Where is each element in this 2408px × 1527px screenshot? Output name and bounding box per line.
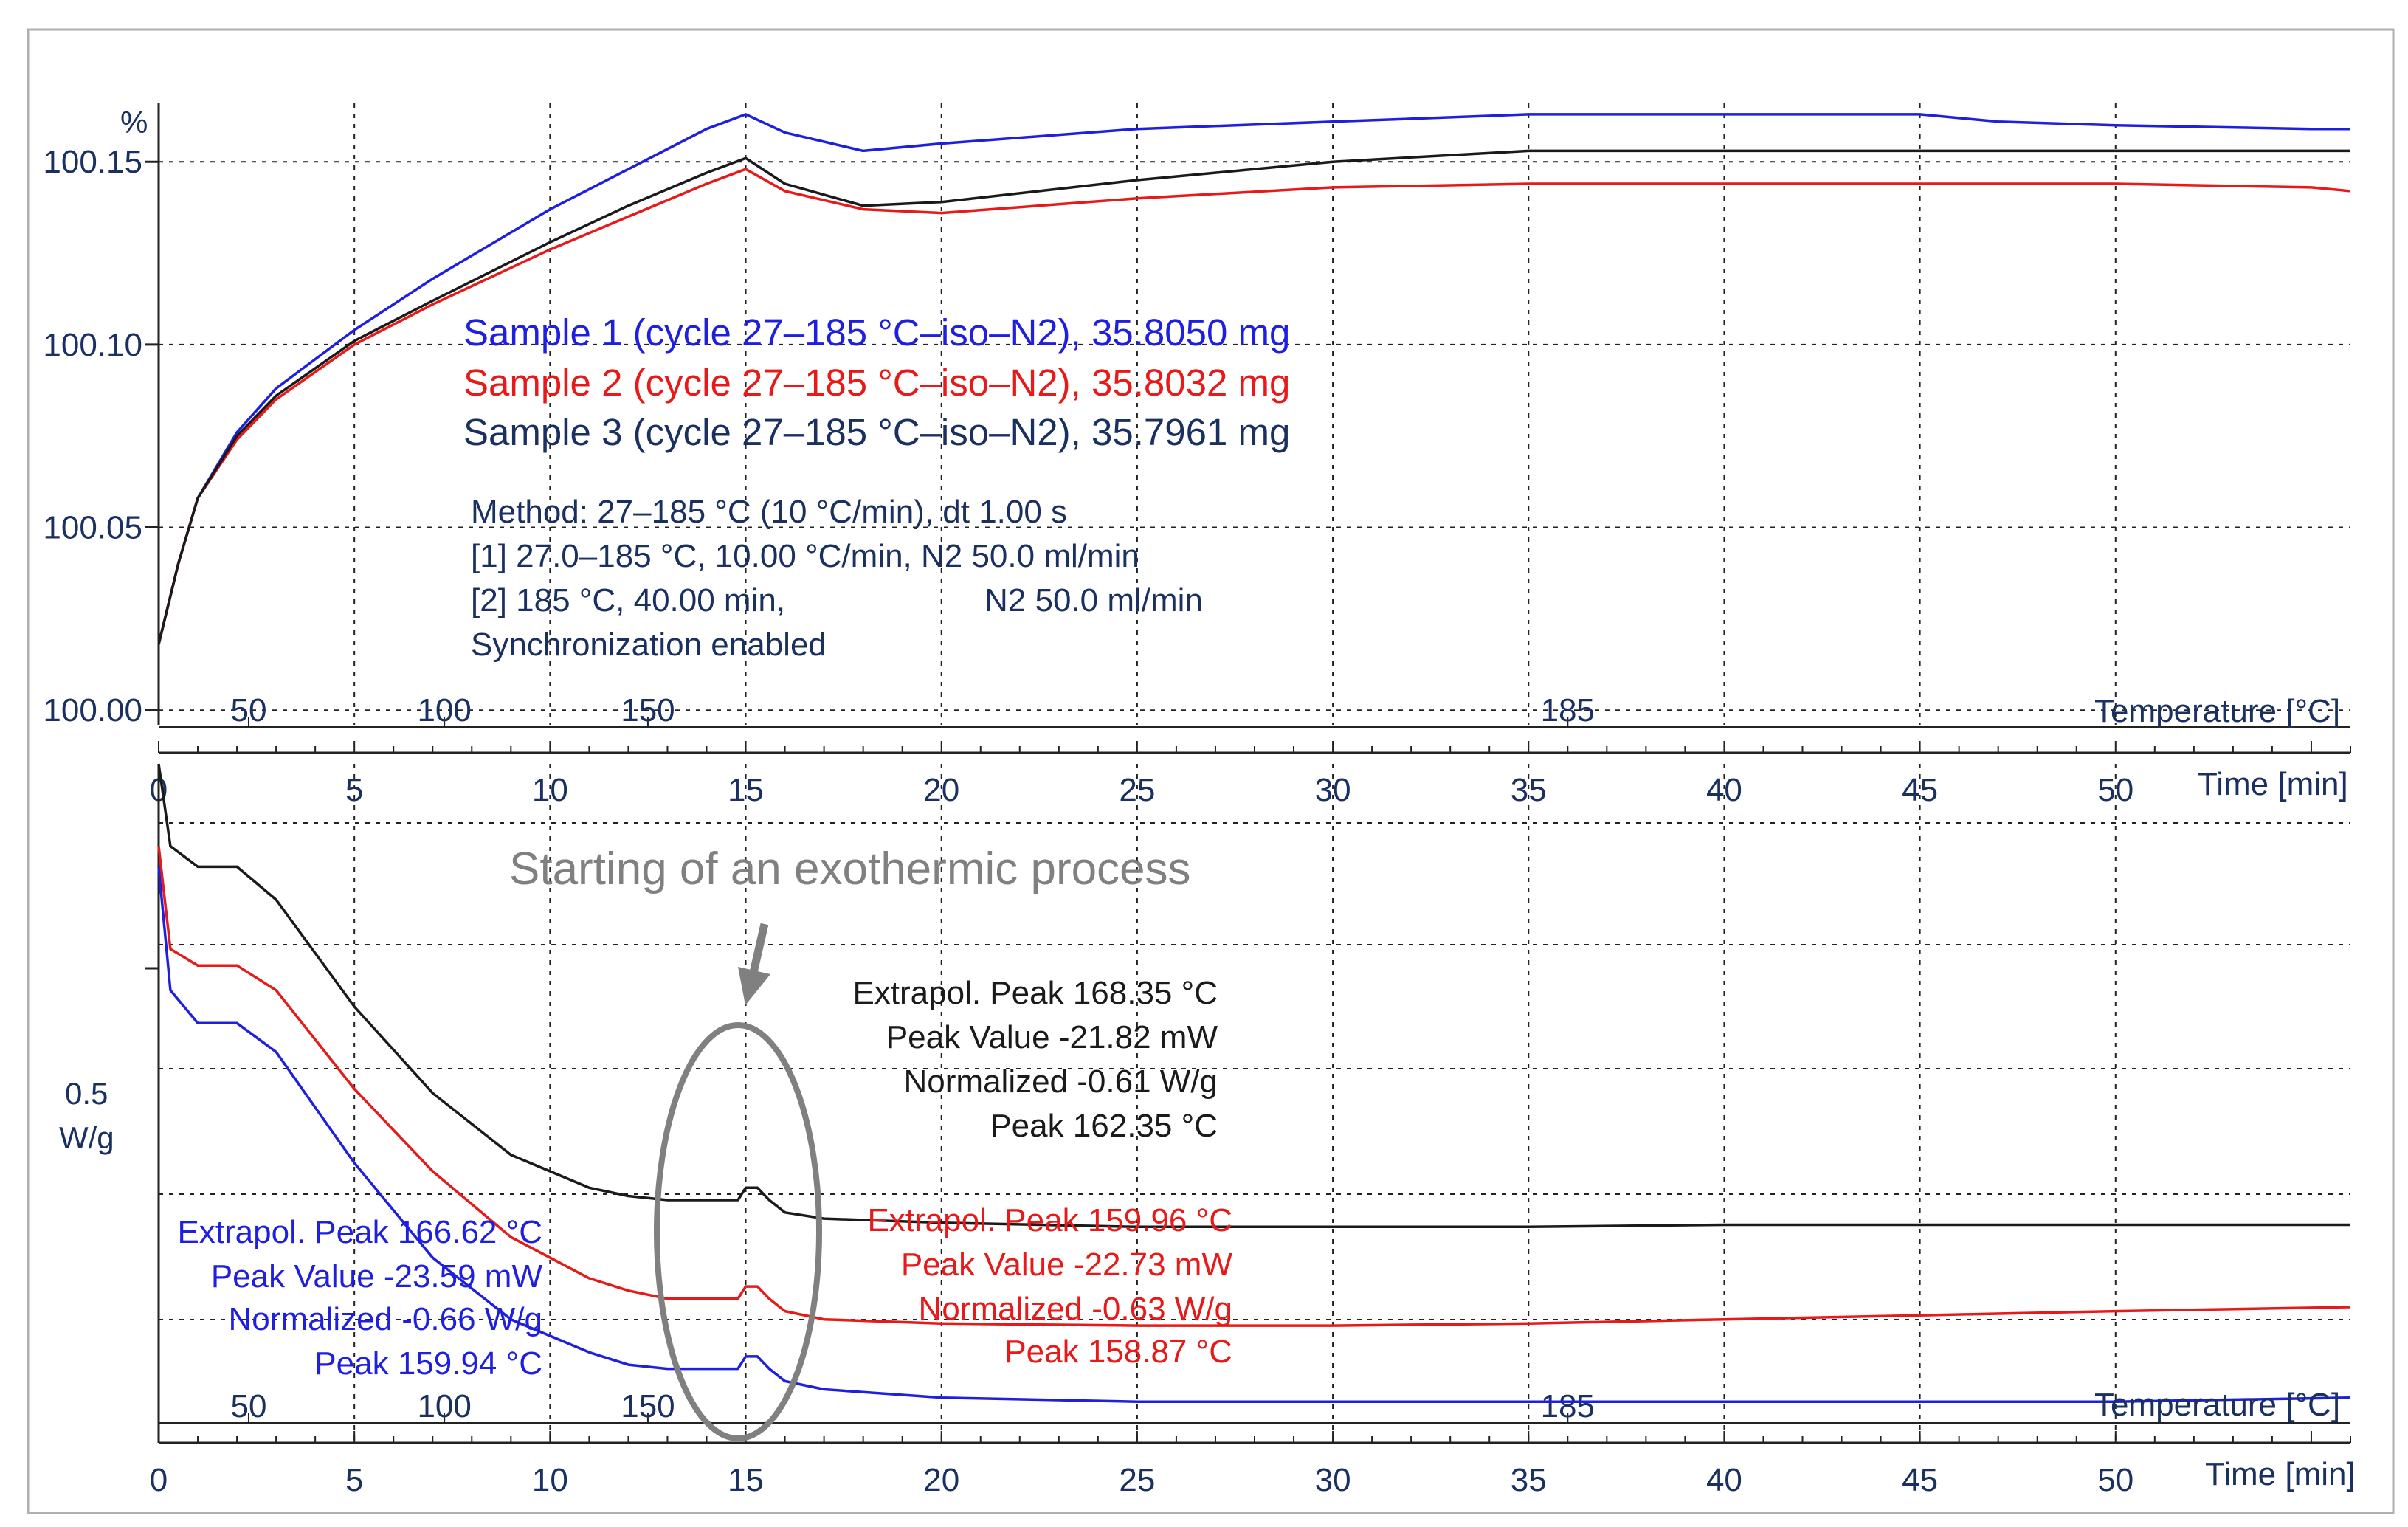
red-normalized: Normalized -0.63 W/g <box>919 1291 1232 1327</box>
exothermic-arrow-shaft <box>748 923 769 977</box>
annotation-red: Extrapol. Peak 159.96 °C Peak Value -22.… <box>867 1202 1232 1370</box>
method-line-3-right: N2 50.0 ml/min <box>984 582 1203 618</box>
bottom-xtick-label-2: 10 <box>532 1462 568 1498</box>
blue-normalized: Normalized -0.66 W/g <box>229 1301 542 1337</box>
bottom-temp-tick-label-0: 50 <box>231 1388 267 1424</box>
bottom-y-tick-label: 0.5 <box>65 1076 108 1111</box>
blue-peak-value: Peak Value -23.59 mW <box>211 1258 543 1295</box>
bottom-xtick-label-5: 25 <box>1119 1462 1155 1498</box>
exothermic-arrow-head <box>738 967 770 1005</box>
method-line-1: Method: 27–185 °C (10 °C/min), dt 1.00 s <box>471 494 1067 530</box>
exothermic-note: Starting of an exothermic process <box>509 844 1191 895</box>
bottom-y-unit-label: W/g <box>59 1120 114 1155</box>
top-ytick-label-3: 100.15 <box>43 144 142 180</box>
bottom-xtick-label-10: 50 <box>2097 1462 2133 1498</box>
bottom-xtick-label-3: 15 <box>728 1462 764 1498</box>
top-ytick-label-0: 100.00 <box>43 692 142 728</box>
chart-frame <box>27 28 2395 1514</box>
black-normalized: Normalized -0.61 W/g <box>904 1064 1218 1100</box>
top-temp-tick-label-2: 150 <box>621 692 675 728</box>
method-line-4: Synchronization enabled <box>471 627 827 663</box>
red-peak-value: Peak Value -22.73 mW <box>901 1247 1233 1283</box>
bottom-series-line-1 <box>157 846 2351 1327</box>
bottom-temperature-axis-label: Temperature [°C] <box>2094 1387 2340 1423</box>
legend-sample-1: Sample 1 (cycle 27–185 °C–iso–N2), 35.80… <box>463 311 1290 354</box>
bottom-xtick-label-0: 0 <box>150 1462 168 1498</box>
legend-sample-3: Sample 3 (cycle 27–185 °C–iso–N2), 35.79… <box>463 411 1290 453</box>
top-ytick-label-2: 100.10 <box>43 327 142 363</box>
bottom-temp-tick-label-1: 100 <box>417 1388 471 1424</box>
annotation-black: Extrapol. Peak 168.35 °C Peak Value -21.… <box>852 975 1218 1144</box>
annotation-blue: Extrapol. Peak 166.62 °C Peak Value -23.… <box>177 1214 542 1382</box>
exothermic-highlight-ellipse <box>654 1022 822 1441</box>
bottom-temp-tick-label-3: 185 <box>1541 1388 1595 1424</box>
bottom-panel: 0 5 10 15 20 25 30 35 40 45 50 50 100 150 185 <box>145 763 2351 1498</box>
method-line-3: [2] 185 °C, 40.00 min, <box>471 582 785 618</box>
bottom-xtick-label-9: 45 <box>1902 1462 1938 1498</box>
top-temperature-axis-label: Temperature [°C] <box>2094 693 2340 729</box>
blue-extrapol-peak: Extrapol. Peak 166.62 °C <box>177 1214 542 1250</box>
bottom-xtick-label-1: 5 <box>345 1462 363 1498</box>
top-temp-tick-label-1: 100 <box>417 692 471 728</box>
top-series-line-2 <box>157 149 2350 645</box>
blue-peak: Peak 159.94 °C <box>314 1345 542 1382</box>
top-temp-tick-label-0: 50 <box>231 692 267 728</box>
bottom-series-line-2 <box>157 866 2351 1403</box>
top-time-axis-label: Time [min] <box>2198 766 2348 802</box>
black-extrapol-peak: Extrapol. Peak 168.35 °C <box>852 975 1218 1011</box>
bottom-xtick-label-8: 40 <box>1706 1462 1742 1498</box>
bottom-xtick-label-7: 35 <box>1511 1462 1547 1498</box>
red-peak: Peak 158.87 °C <box>1004 1334 1232 1370</box>
black-peak-value: Peak Value -21.82 mW <box>886 1019 1218 1055</box>
top-temp-tick-label-3: 185 <box>1541 692 1595 728</box>
legend-sample-2: Sample 2 (cycle 27–185 °C–iso–N2), 35.80… <box>463 362 1290 404</box>
top-y-unit-label: % <box>120 105 148 139</box>
top-ytick-label-1: 100.05 <box>43 510 142 546</box>
bottom-temp-tick-label-2: 150 <box>621 1388 675 1424</box>
bottom-xtick-label-4: 20 <box>923 1462 959 1498</box>
bottom-xtick-label-6: 30 <box>1315 1462 1351 1498</box>
bottom-series-line-0 <box>157 763 2350 1229</box>
bottom-time-axis-label: Time [min] <box>2205 1456 2356 1492</box>
top-series-line-1 <box>157 168 2351 645</box>
black-peak: Peak 162.35 °C <box>990 1108 1218 1144</box>
red-extrapol-peak: Extrapol. Peak 159.96 °C <box>867 1202 1232 1238</box>
top-series-line-0 <box>157 113 2350 645</box>
method-line-2: [1] 27.0–185 °C, 10.00 °C/min, N2 50.0 m… <box>471 538 1139 574</box>
